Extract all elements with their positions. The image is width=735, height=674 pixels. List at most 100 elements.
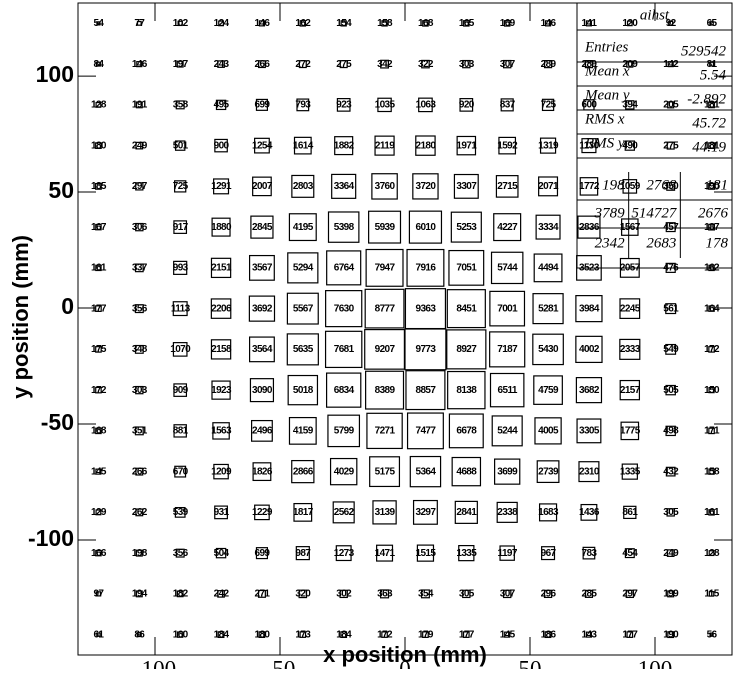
cell-label: 967 bbox=[541, 548, 557, 559]
cell-box bbox=[173, 424, 187, 438]
cell-label: 141 bbox=[581, 18, 597, 29]
cell-label: 351 bbox=[132, 426, 148, 437]
cell-label: 9363 bbox=[416, 303, 437, 314]
cell-box bbox=[665, 303, 677, 315]
cell-label: 271 bbox=[254, 589, 270, 600]
cell-label: 1063 bbox=[416, 100, 437, 111]
overflow-value: 198 bbox=[602, 177, 625, 193]
cell-label: 2007 bbox=[252, 181, 273, 192]
stats-label: Mean x bbox=[584, 63, 630, 79]
cell-box bbox=[535, 214, 561, 240]
cell-label: 161 bbox=[704, 507, 720, 518]
overflow-value: 514727 bbox=[631, 205, 678, 221]
cell-label: 987 bbox=[295, 548, 311, 559]
cell-box bbox=[619, 338, 641, 360]
x-tick-label: -50 bbox=[265, 656, 296, 669]
cell-box bbox=[708, 305, 715, 312]
cell-label: 337 bbox=[132, 263, 148, 274]
y-tick-label: -100 bbox=[28, 525, 74, 551]
cell-label: 1229 bbox=[252, 507, 273, 518]
cell-box bbox=[95, 386, 102, 394]
x-tick-label: -100 bbox=[134, 656, 176, 669]
cell-label: 61 bbox=[93, 629, 104, 640]
cell-label: 1113 bbox=[171, 303, 191, 314]
cell-label: 1567 bbox=[620, 222, 641, 233]
cell-label: 354 bbox=[418, 589, 434, 600]
cell-box bbox=[96, 21, 101, 26]
cell-box bbox=[666, 181, 676, 191]
cell-box bbox=[174, 465, 187, 478]
cell-box bbox=[95, 305, 102, 312]
cell-label: 186 bbox=[541, 629, 557, 640]
cell-box bbox=[538, 176, 559, 197]
cell-label: 209 bbox=[622, 59, 638, 70]
stats-label: RMS y bbox=[584, 135, 625, 151]
cell-box bbox=[340, 631, 348, 639]
cell-box bbox=[257, 60, 266, 69]
cell-label: 2803 bbox=[293, 181, 314, 192]
cell-box bbox=[454, 500, 478, 524]
cell-label: 296 bbox=[541, 589, 557, 600]
cell-label: 92 bbox=[666, 18, 677, 29]
y-tick-label: 100 bbox=[36, 61, 74, 87]
cell-box bbox=[533, 253, 563, 283]
cell-label: 4005 bbox=[538, 426, 559, 437]
cell-label: 2739 bbox=[538, 466, 559, 477]
cell-label: 2333 bbox=[620, 344, 641, 355]
cell-label: 8857 bbox=[416, 385, 437, 396]
cell-box bbox=[211, 380, 231, 400]
cell-label: 172 bbox=[91, 385, 107, 396]
cell-box bbox=[173, 260, 188, 275]
cell-label: 699 bbox=[254, 548, 270, 559]
overflow-value: 2676 bbox=[698, 205, 729, 221]
cell-label: 670 bbox=[173, 466, 189, 477]
cell-label: 6764 bbox=[334, 263, 355, 274]
cell-label: 4159 bbox=[293, 426, 314, 437]
cell-box bbox=[95, 61, 101, 67]
cell-label: 1772 bbox=[579, 181, 600, 192]
cell-box bbox=[708, 509, 715, 516]
cell-label: 2206 bbox=[211, 303, 232, 314]
cell-label: 3567 bbox=[252, 263, 273, 274]
cell-label: 1254 bbox=[252, 140, 273, 151]
cell-label: 1319 bbox=[538, 140, 559, 151]
cell-box bbox=[286, 333, 319, 366]
cell-box bbox=[368, 210, 402, 244]
cell-box bbox=[623, 505, 637, 520]
cell-label: 164 bbox=[704, 303, 720, 314]
cell-box bbox=[708, 346, 715, 353]
cell-box bbox=[135, 590, 143, 598]
cell-box bbox=[211, 217, 231, 237]
cell-label: 322 bbox=[418, 59, 434, 70]
overflow-value: 178 bbox=[706, 235, 729, 251]
cell-label: 2157 bbox=[620, 385, 641, 396]
cell-label: 358 bbox=[173, 100, 189, 111]
cell-box bbox=[626, 20, 633, 27]
y-tick-label: -50 bbox=[41, 409, 74, 435]
cell-label: 266 bbox=[254, 59, 270, 70]
stats-value: 529542 bbox=[681, 43, 727, 59]
cell-box bbox=[448, 249, 485, 286]
cell-label: 5253 bbox=[456, 222, 477, 233]
cell-box bbox=[420, 589, 430, 599]
cell-label: 7630 bbox=[334, 303, 355, 314]
cell-box bbox=[248, 295, 276, 322]
y-tick-label: 50 bbox=[48, 177, 74, 203]
cell-label: 505 bbox=[663, 385, 679, 396]
cell-box bbox=[625, 100, 635, 110]
cell-label: 146 bbox=[541, 18, 557, 29]
cell-box bbox=[215, 99, 227, 111]
cell-box bbox=[575, 295, 603, 323]
cell-label: 143 bbox=[581, 629, 597, 640]
cell-box bbox=[499, 545, 515, 561]
cell-box bbox=[544, 631, 552, 639]
cell-label: 2338 bbox=[497, 507, 518, 518]
cell-box bbox=[619, 298, 641, 319]
cell-label: 5744 bbox=[497, 263, 518, 274]
cell-box bbox=[254, 504, 270, 521]
cell-label: 146 bbox=[254, 18, 270, 29]
cell-label: 173 bbox=[295, 629, 311, 640]
cell-label: 3305 bbox=[579, 426, 600, 437]
cell-label: 793 bbox=[295, 100, 311, 111]
cell-label: 56 bbox=[707, 629, 718, 640]
